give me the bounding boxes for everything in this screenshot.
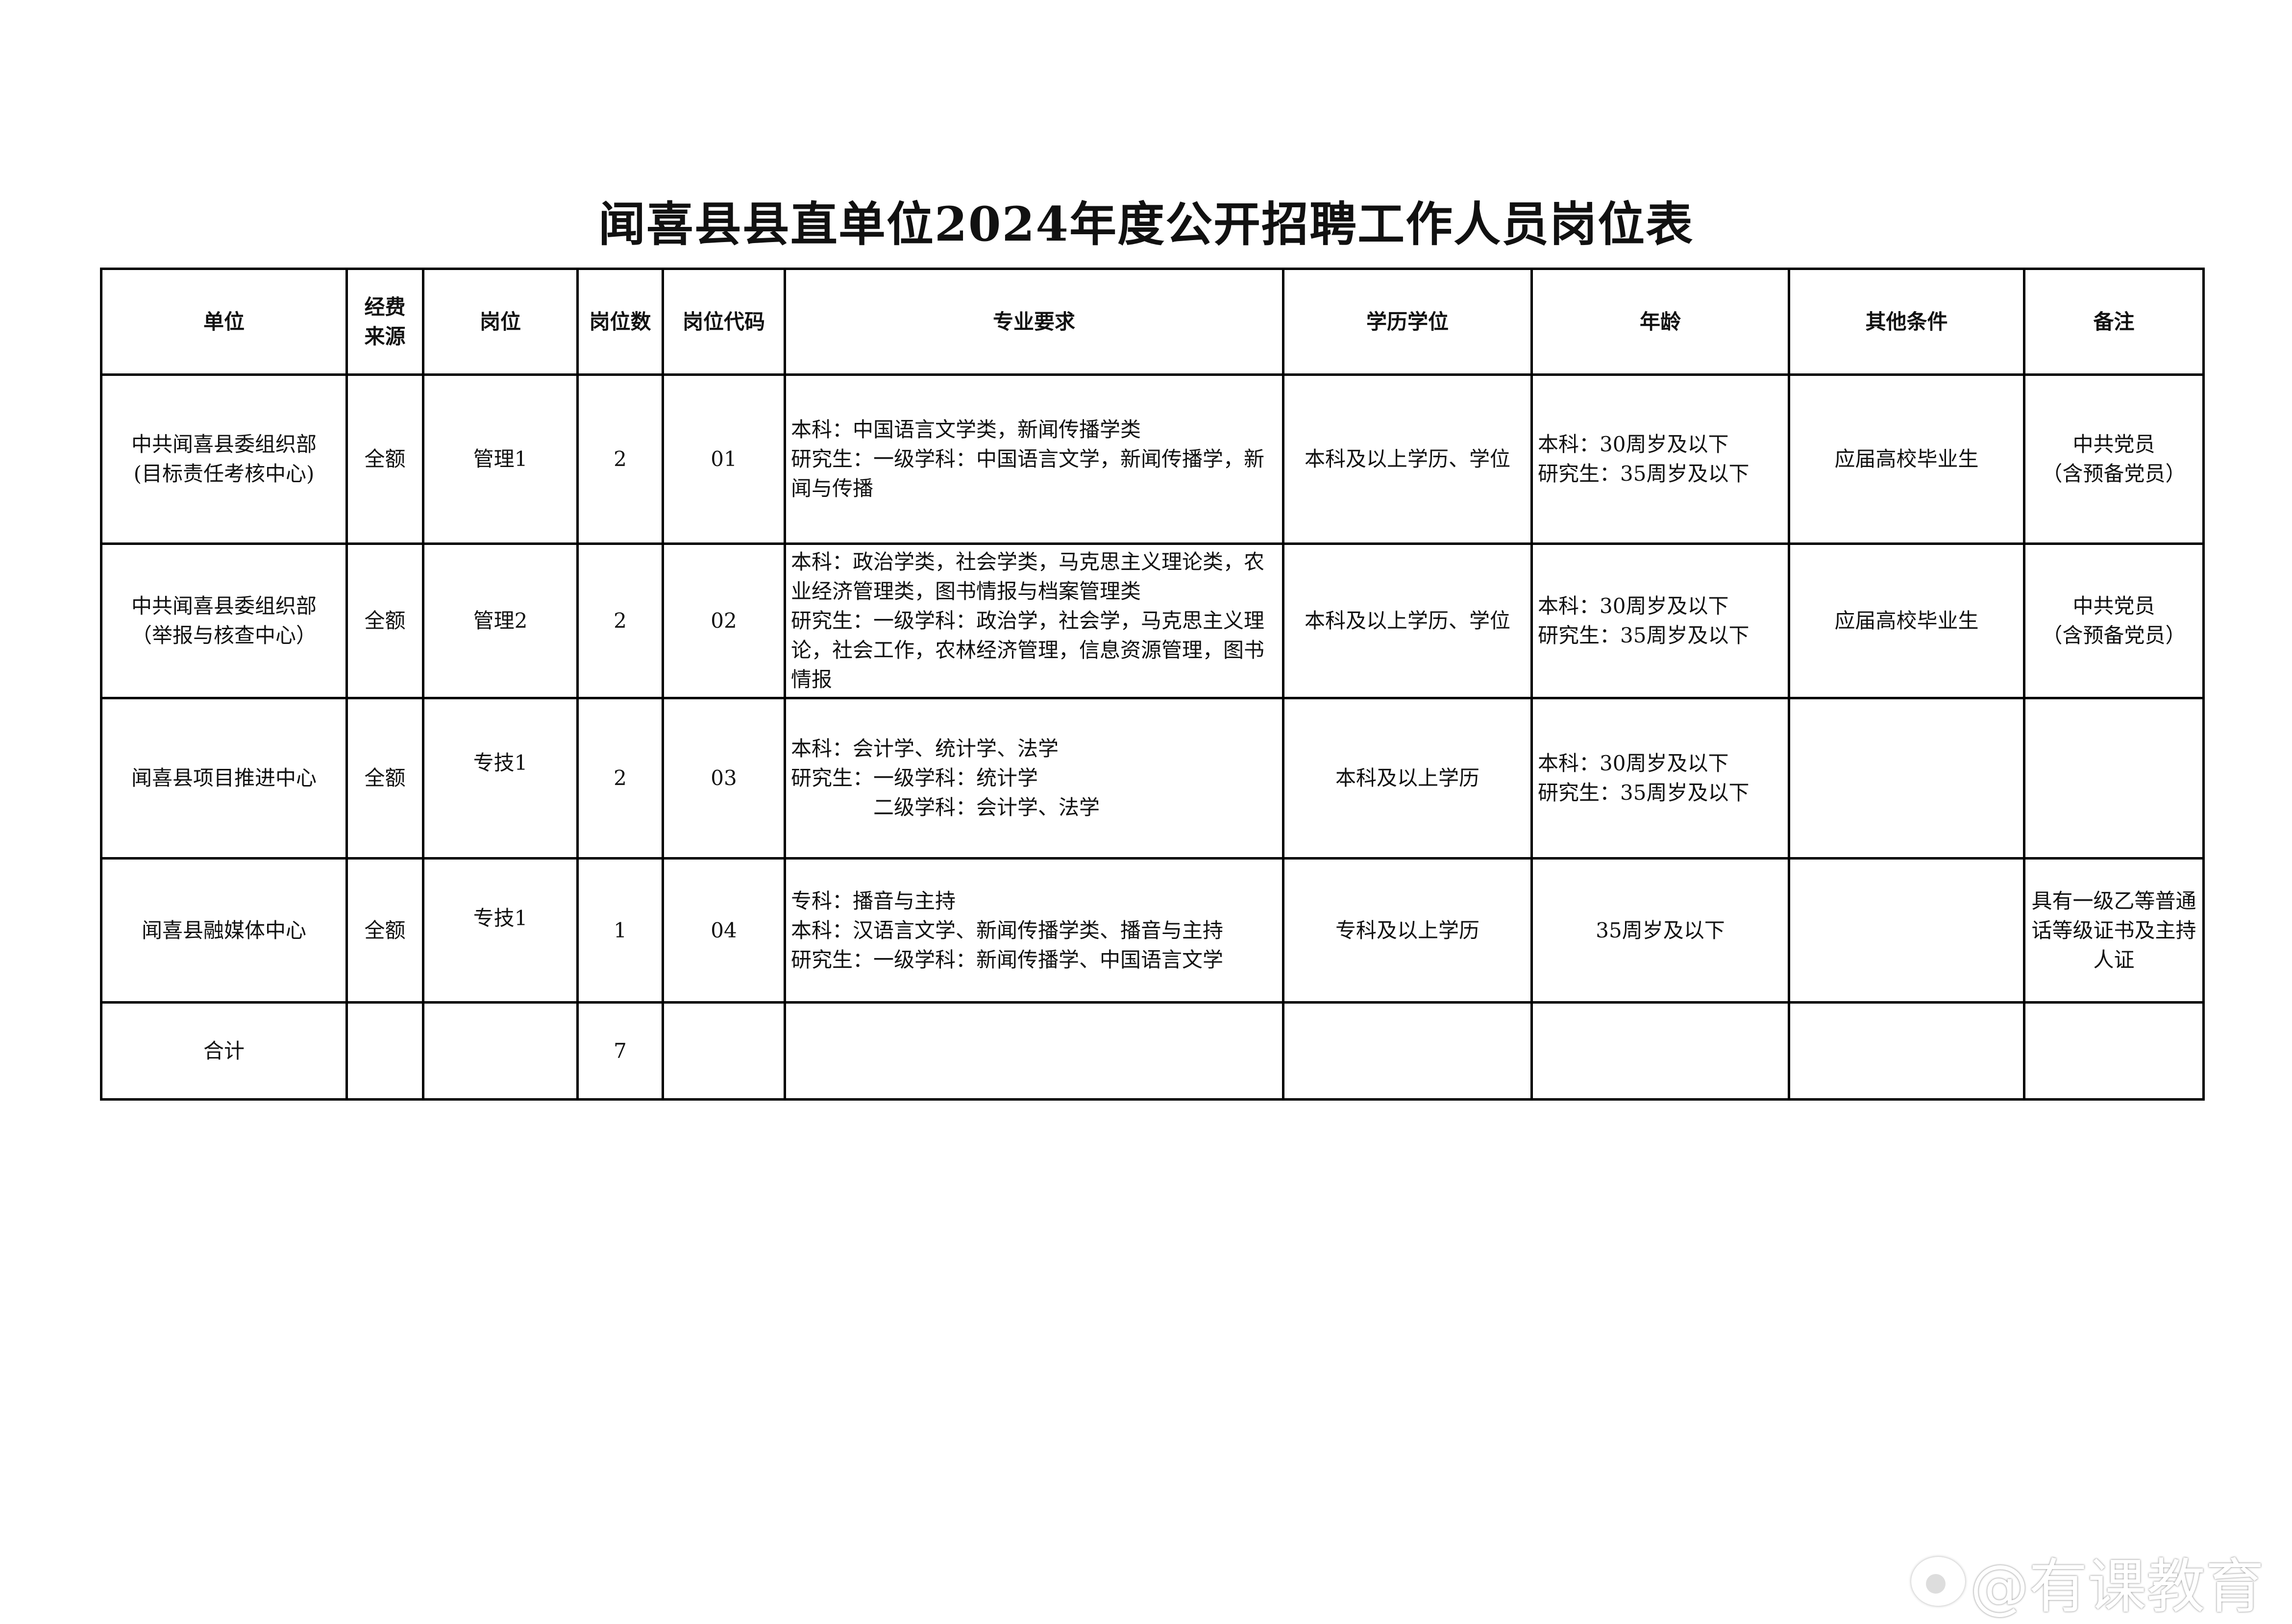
cell-unit: 闻喜县项目推进中心: [100, 697, 348, 860]
header-row: 单位 经费 来源 岗位 岗位数 岗位代码 专业要求 学历学位 年龄 其他条件 备…: [100, 268, 2205, 376]
cell-count: 2: [576, 373, 664, 545]
watermark: @有课教育: [1911, 1539, 2264, 1624]
empty-cell: [784, 1001, 1284, 1101]
empty-cell: [1282, 1001, 1533, 1101]
header-unit: 单位: [100, 268, 348, 376]
empty-cell: [422, 1001, 579, 1101]
cell-education: 本科及以上学历: [1282, 697, 1533, 860]
header-major: 专业要求: [784, 268, 1284, 376]
header-other: 其他条件: [1788, 268, 2025, 376]
recruitment-table: 单位 经费 来源 岗位 岗位数 岗位代码 专业要求 学历学位 年龄 其他条件 备…: [100, 268, 2205, 1101]
header-age: 年龄: [1530, 268, 1790, 376]
cell-code: 03: [662, 697, 786, 860]
cell-note: 中共党员 （含预备党员）: [2023, 373, 2205, 545]
header-funding: 经费 来源: [345, 268, 424, 376]
cell-age: 本科：30周岁及以下 研究生：35周岁及以下: [1530, 373, 1790, 545]
cell-major: 本科：会计学、统计学、法学 研究生：一级学科：统计学 二级学科：会计学、法学: [784, 697, 1284, 860]
cell-other: [1788, 697, 2025, 860]
table-row: 闻喜县项目推进中心 全额 专技1 2 03 本科：会计学、统计学、法学 研究生：…: [100, 697, 2205, 860]
header-count: 岗位数: [576, 268, 664, 376]
cell-post: 管理2: [422, 542, 579, 699]
total-row: 合计 7: [100, 1001, 2205, 1101]
cell-other: 应届高校毕业生: [1788, 542, 2025, 699]
empty-cell: [1788, 1001, 2025, 1101]
cell-other: [1788, 857, 2025, 1004]
cell-funding: 全额: [345, 857, 424, 1004]
cell-note: 中共党员 （含预备党员）: [2023, 542, 2205, 699]
watermark-text: @有课教育: [1970, 1553, 2264, 1621]
cell-post: 专技1: [422, 697, 579, 860]
cell-age: 本科：30周岁及以下 研究生：35周岁及以下: [1530, 542, 1790, 699]
cell-count: 2: [576, 542, 664, 699]
table-row: 中共闻喜县委组织部 （举报与核查中心） 全额 管理2 2 02 本科：政治学类，…: [100, 542, 2205, 699]
cell-note: 具有一级乙等普通话等级证书及主持人证: [2023, 857, 2205, 1004]
cell-funding: 全额: [345, 542, 424, 699]
cell-major: 本科：政治学类，社会学类，马克思主义理论类，农业经济管理类，图书情报与档案管理类…: [784, 542, 1284, 699]
header-post: 岗位: [422, 268, 579, 376]
empty-cell: [1530, 1001, 1790, 1101]
cell-funding: 全额: [345, 697, 424, 860]
cell-education: 本科及以上学历、学位: [1282, 373, 1533, 545]
cell-age: 本科：30周岁及以下 研究生：35周岁及以下: [1530, 697, 1790, 860]
cell-count: 2: [576, 697, 664, 860]
cell-unit: 闻喜县融媒体中心: [100, 857, 348, 1004]
header-note: 备注: [2023, 268, 2205, 376]
header-code: 岗位代码: [662, 268, 786, 376]
cell-other: 应届高校毕业生: [1788, 373, 2025, 545]
cell-count: 1: [576, 857, 664, 1004]
cell-funding: 全额: [345, 373, 424, 545]
cell-education: 本科及以上学历、学位: [1282, 542, 1533, 699]
total-count: 7: [576, 1001, 664, 1101]
cell-post: 管理1: [422, 373, 579, 545]
cell-education: 专科及以上学历: [1282, 857, 1533, 1004]
cell-post: 专技1: [422, 857, 579, 1004]
cell-code: 04: [662, 857, 786, 1004]
table-row: 中共闻喜县委组织部 (目标责任考核中心) 全额 管理1 2 01 本科：中国语言…: [100, 373, 2205, 545]
weibo-logo-icon: [1911, 1557, 1965, 1606]
cell-unit: 中共闻喜县委组织部 (目标责任考核中心): [100, 373, 348, 545]
empty-cell: [662, 1001, 786, 1101]
empty-cell: [2023, 1001, 2205, 1101]
total-label: 合计: [100, 1001, 348, 1101]
cell-age: 35周岁及以下: [1530, 857, 1790, 1004]
cell-major: 专科：播音与主持 本科：汉语言文学、新闻传播学类、播音与主持 研究生：一级学科：…: [784, 857, 1284, 1004]
empty-cell: [345, 1001, 424, 1101]
cell-code: 02: [662, 542, 786, 699]
cell-unit: 中共闻喜县委组织部 （举报与核查中心）: [100, 542, 348, 699]
cell-major: 本科：中国语言文学类，新闻传播学类 研究生：一级学科：中国语言文学，新闻传播学，…: [784, 373, 1284, 545]
cell-code: 01: [662, 373, 786, 545]
header-education: 学历学位: [1282, 268, 1533, 376]
cell-note: [2023, 697, 2205, 860]
page-title: 闻喜县县直单位2024年度公开招聘工作人员岗位表: [598, 197, 1694, 252]
table-row: 闻喜县融媒体中心 全额 专技1 1 04 专科：播音与主持 本科：汉语言文学、新…: [100, 857, 2205, 1004]
